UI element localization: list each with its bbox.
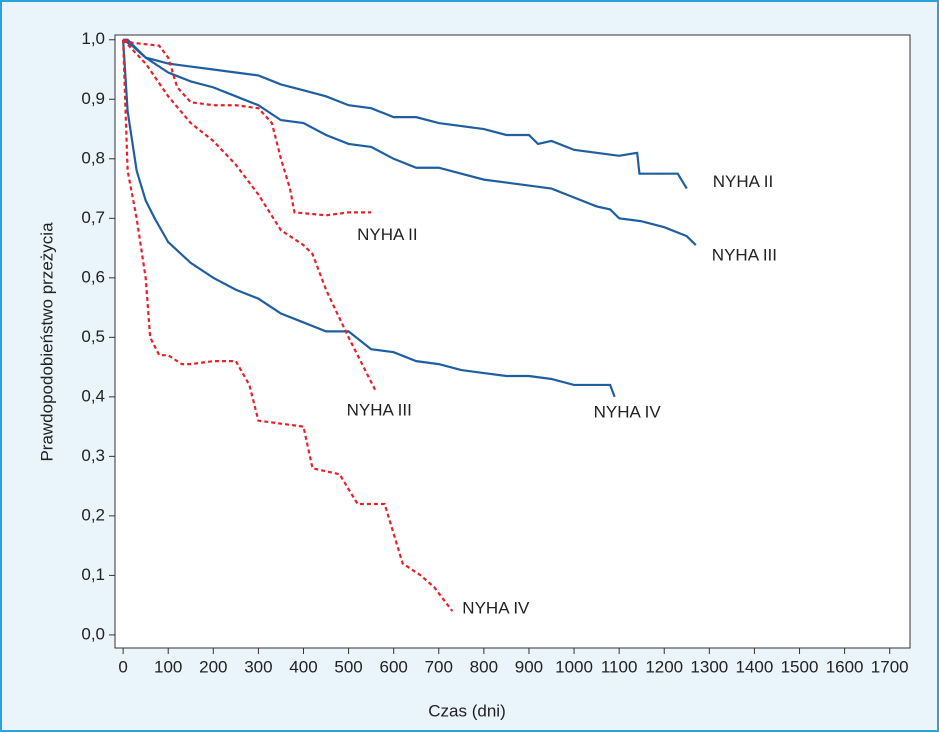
x-tick-label: 100 [154, 657, 182, 676]
x-tick-label: 800 [470, 657, 498, 676]
y-tick-label: 0,6 [81, 267, 105, 286]
x-tick-label: 1000 [555, 657, 593, 676]
x-tick-label: 1600 [826, 657, 864, 676]
x-axis-label: Czas (dni) [428, 701, 505, 720]
survival-line [122, 38, 697, 246]
y-tick-label: 0,1 [81, 565, 105, 584]
survival-line [122, 39, 377, 392]
y-tick-label: 0,8 [81, 148, 105, 167]
x-tick-label: 900 [515, 657, 543, 676]
x-tick-label: 700 [425, 657, 453, 676]
y-tick-label: 0,3 [81, 446, 105, 465]
survival-line [122, 38, 372, 217]
x-tick-label: 400 [289, 657, 317, 676]
y-tick-label: 1,0 [81, 29, 105, 48]
x-tick-label: 1400 [736, 657, 774, 676]
y-tick-label: 0,4 [81, 386, 105, 405]
x-tick-label: 500 [334, 657, 362, 676]
survival-line [123, 38, 688, 190]
x-tick-label: 600 [379, 657, 407, 676]
line-label: NYHA IV [462, 599, 530, 618]
survival-line [122, 39, 454, 612]
x-tick-label: 1500 [781, 657, 819, 676]
y-axis-label: Prawdopodobieństwo przeżycia [37, 222, 56, 462]
x-tick-label: 1100 [601, 657, 638, 676]
line-label: NYHA III [347, 400, 412, 419]
x-tick-label: 200 [199, 657, 227, 676]
line-label: NYHA III [712, 246, 777, 265]
y-tick-label: 0,5 [81, 327, 105, 346]
x-tick-label: 0 [118, 657, 127, 676]
line-label: NYHA IV [594, 402, 662, 421]
survival-line [122, 39, 616, 398]
y-tick-label: 0,9 [81, 89, 105, 108]
line-label: NYHA II [713, 172, 773, 191]
y-tick-label: 0,7 [81, 208, 105, 227]
plot-area [114, 34, 911, 649]
x-tick-label: 1200 [645, 657, 683, 676]
line-label: NYHA II [357, 225, 417, 244]
x-tick-label: 300 [244, 657, 272, 676]
x-tick-label: 1300 [690, 657, 728, 676]
y-tick-label: 0,0 [81, 624, 105, 643]
x-tick-label: 1700 [871, 657, 909, 676]
y-tick-label: 0,2 [81, 505, 105, 524]
